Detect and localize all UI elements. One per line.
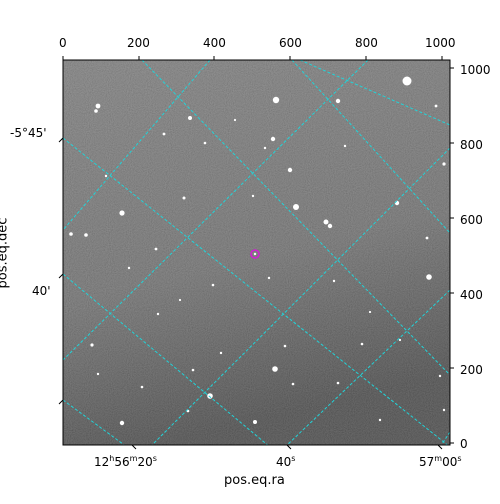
star [442, 162, 446, 166]
bottom-tick-label: 12h56m20s [94, 454, 157, 469]
sky-image-noise [63, 60, 450, 445]
star [90, 343, 94, 347]
star [327, 223, 333, 229]
star [368, 310, 372, 314]
star [178, 298, 182, 302]
right-tick-label: 200 [460, 363, 483, 377]
star [438, 374, 442, 378]
star [84, 233, 88, 237]
star [335, 98, 341, 104]
star [425, 236, 429, 240]
grid-line [63, 60, 211, 231]
right-tick-label: 1000 [460, 63, 491, 77]
target-star [253, 252, 257, 256]
star [398, 338, 402, 342]
star [127, 266, 131, 270]
tick-mark [437, 444, 443, 450]
image-frame [62, 59, 451, 446]
tick-mark [58, 273, 64, 279]
star [156, 312, 160, 316]
star [287, 167, 293, 173]
bottom-tick-label: 57m00s [419, 454, 462, 469]
star [283, 344, 287, 348]
star [188, 116, 192, 120]
coordinate-grid [63, 60, 450, 445]
tick-mark [58, 137, 64, 143]
star [119, 210, 125, 216]
y-axis-label: pos.eq.dec [0, 217, 11, 289]
top-tick-label: 0 [59, 36, 67, 50]
grid-line [151, 147, 450, 445]
grid-line [291, 60, 450, 234]
right-tick-label: 600 [460, 213, 483, 227]
star [402, 76, 412, 86]
tick-mark [58, 399, 64, 405]
x-axis-label: pos.eq.ra [224, 473, 285, 488]
star [272, 96, 280, 104]
star [94, 109, 98, 113]
star [191, 368, 195, 372]
star [140, 385, 144, 389]
bottom-tick-label: 40s [276, 454, 296, 469]
top-tick-label: 600 [279, 36, 302, 50]
star [272, 366, 278, 372]
star [207, 393, 213, 399]
top-tick-label: 400 [203, 36, 226, 50]
star [104, 174, 108, 178]
star [442, 408, 446, 412]
star [119, 420, 125, 426]
top-tick-label: 800 [355, 36, 378, 50]
star [154, 247, 158, 251]
grid-line [286, 289, 450, 445]
right-tick-label: 400 [460, 288, 483, 302]
star [95, 103, 101, 109]
right-tick-label: 800 [460, 138, 483, 152]
star [211, 283, 215, 287]
grid-line [63, 137, 449, 445]
star [263, 146, 267, 150]
right-tick-label: 0 [460, 437, 468, 451]
star [96, 372, 100, 376]
star [219, 351, 223, 355]
axis-ticks [58, 56, 454, 450]
star [293, 204, 299, 210]
left-tick-label: -5°45' [10, 126, 47, 140]
star [434, 104, 438, 108]
star [251, 194, 255, 198]
star [291, 382, 295, 386]
star [162, 132, 166, 136]
top-tick-label: 1000 [425, 36, 456, 50]
star [343, 144, 347, 148]
star [360, 342, 364, 346]
stars-layer [69, 76, 446, 426]
left-tick-label: 40' [32, 284, 51, 298]
grid-line [63, 399, 126, 445]
target-marker [250, 249, 260, 259]
star [332, 279, 336, 283]
star [323, 219, 329, 225]
star [182, 196, 186, 200]
star [253, 420, 257, 424]
grid-line [141, 60, 450, 376]
star [267, 276, 271, 280]
star [233, 118, 237, 122]
tick-mark [131, 444, 137, 450]
tick-mark [286, 444, 292, 450]
star [336, 381, 340, 385]
grid-line [299, 60, 450, 126]
star [203, 141, 207, 145]
star [270, 136, 276, 142]
star [426, 274, 432, 280]
star [69, 232, 73, 236]
star [378, 418, 382, 422]
top-tick-label: 200 [127, 36, 150, 50]
grid-line [63, 60, 369, 361]
